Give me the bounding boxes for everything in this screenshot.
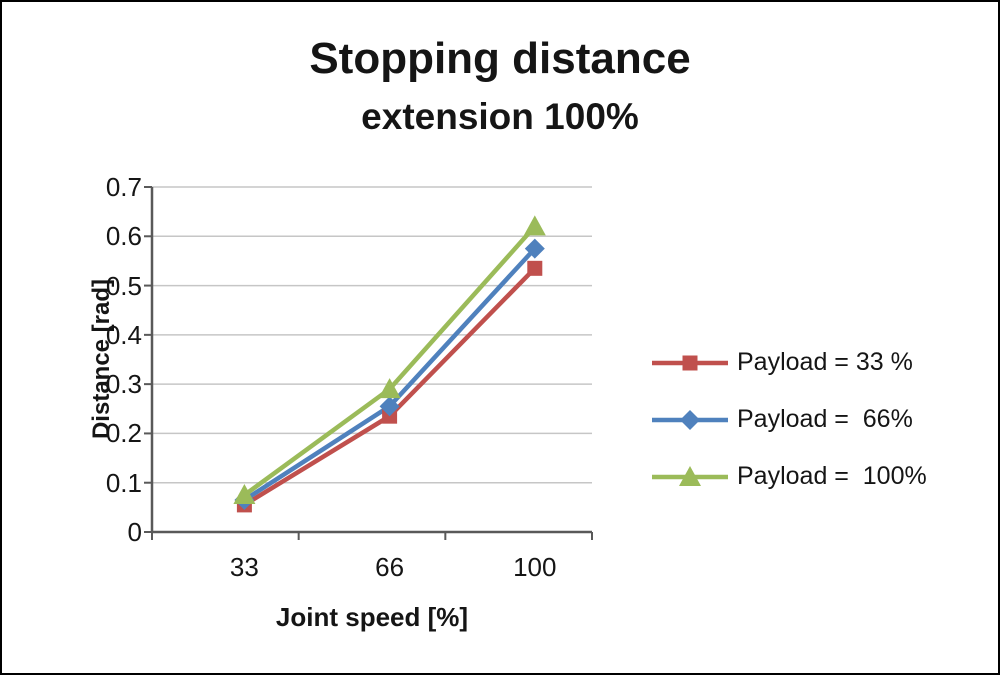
y-tick-label: 0.6	[105, 221, 142, 252]
legend-label: Payload = 66%	[737, 405, 913, 433]
y-tick-label: 0.2	[105, 418, 142, 449]
chart-subtitle: extension 100%	[361, 96, 639, 137]
legend: Payload = 33 % Payload = 66% Payload = 100…	[650, 334, 927, 505]
x-axis-title: Joint speed [%]	[275, 602, 469, 632]
y-tick-label: 0.4	[105, 319, 142, 350]
legend-triangle-icon	[652, 465, 728, 486]
legend-square-icon	[652, 355, 728, 370]
triangle-marker-icon	[523, 215, 546, 236]
y-tick-label: 0.3	[105, 369, 142, 400]
x-tick-label: 33	[229, 552, 259, 582]
plot-area	[144, 186, 593, 540]
legend-item: Payload = 100%	[650, 448, 927, 505]
triangle-marker-icon	[679, 465, 701, 486]
diamond-marker-icon	[680, 409, 700, 430]
y-tick-label: 0.7	[105, 172, 142, 202]
chart-title: Stopping distance	[309, 34, 691, 83]
x-tick-label: 100	[513, 552, 557, 582]
y-tick-label: 0.1	[105, 467, 142, 498]
legend-item: Payload = 33 %	[650, 334, 927, 391]
diamond-marker-icon	[379, 396, 400, 417]
square-marker-icon	[682, 355, 698, 370]
triangle-marker-icon	[378, 378, 401, 399]
y-tick-label: 0.5	[105, 270, 142, 301]
x-tick-label: 66	[375, 552, 405, 582]
triangle-marker-icon	[233, 484, 256, 505]
square-marker-icon	[527, 260, 543, 276]
series-line	[243, 224, 537, 497]
y-tick-label: 0	[127, 517, 142, 547]
legend-item: Payload = 66%	[650, 391, 927, 448]
legend-label: Payload = 100%	[737, 462, 927, 490]
legend-diamond-icon	[652, 409, 728, 430]
y-axis-title: Distance [rad]	[88, 278, 115, 440]
diamond-marker-icon	[524, 238, 545, 259]
legend-label: Payload = 33 %	[737, 348, 913, 376]
